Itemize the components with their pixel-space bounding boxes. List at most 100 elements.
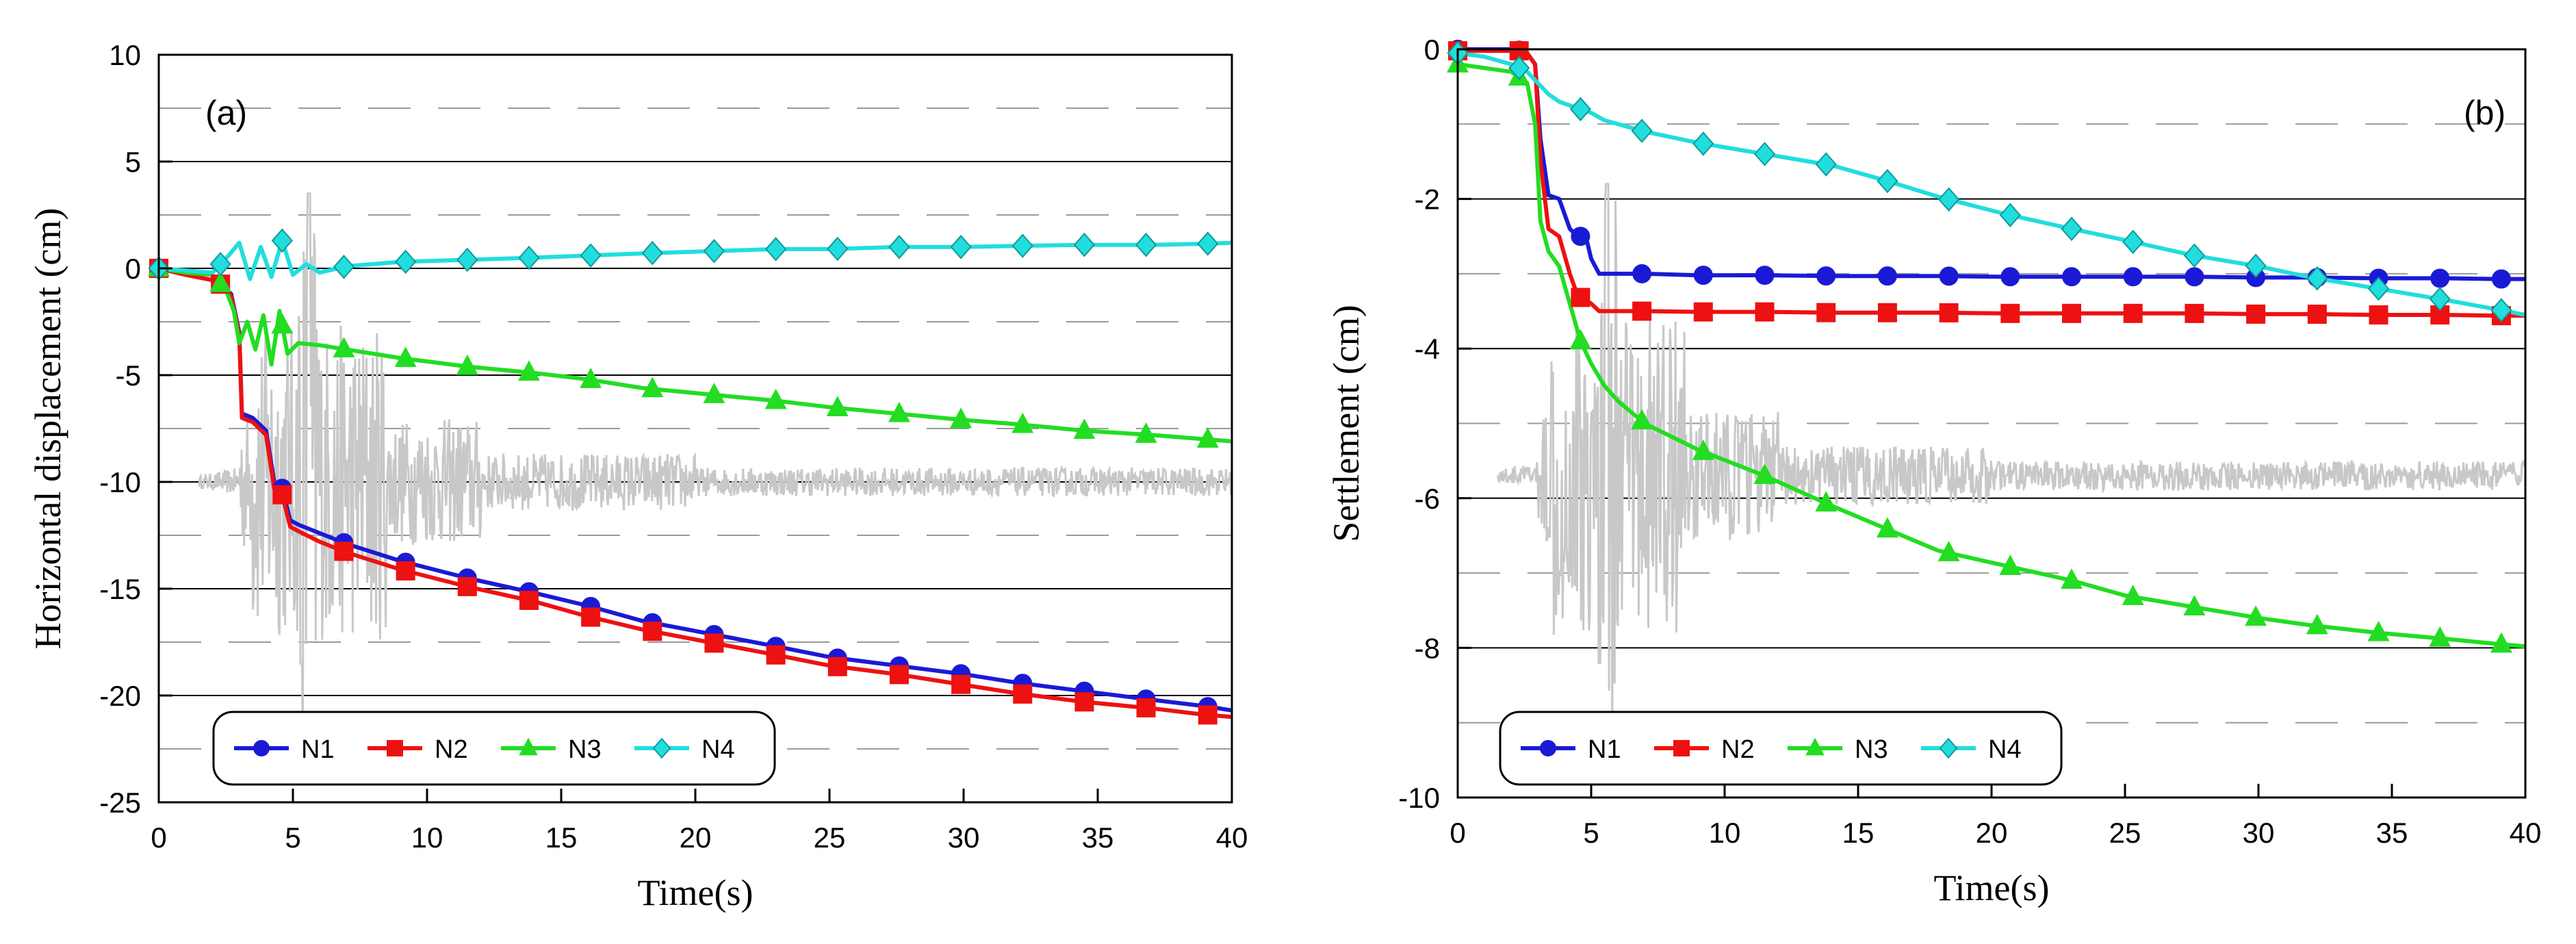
data-point-n2 <box>2246 304 2266 324</box>
y-tick-label: 0 <box>125 253 141 285</box>
data-point-n2 <box>889 665 909 685</box>
data-point-n4 <box>333 255 355 279</box>
data-point-n2 <box>1074 692 1094 712</box>
data-point-n3 <box>1073 418 1096 439</box>
data-point-n3 <box>580 368 602 388</box>
data-point-n3 <box>333 337 355 357</box>
x-tick-label: 25 <box>2109 817 2141 849</box>
panel-label: (a) <box>205 94 247 132</box>
data-point-n2 <box>766 645 786 665</box>
data-point-n4 <box>1877 168 1898 194</box>
data-point-n3 <box>271 313 294 334</box>
data-point-n4 <box>1631 118 1653 143</box>
y-axis-title: Horizontal displacement (cm) <box>27 208 68 650</box>
legend-marker-n4 <box>652 737 671 759</box>
data-point-n4 <box>1073 232 1096 257</box>
x-tick-label: 15 <box>1842 817 1875 849</box>
data-point-n3 <box>2490 632 2512 653</box>
data-point-n4 <box>1815 152 1837 177</box>
data-point-n3 <box>2367 620 2390 641</box>
legend-marker-n1 <box>253 740 270 756</box>
data-point-n2 <box>1632 301 1652 321</box>
legend-label-n1: N1 <box>301 735 335 764</box>
data-point-n3 <box>1876 517 1898 538</box>
data-point-n1 <box>1877 266 1897 286</box>
legend-marker-n4 <box>1939 737 1958 759</box>
data-point-n3 <box>2122 585 2144 605</box>
background-signal <box>198 192 1233 756</box>
series-line-n4 <box>1457 51 2526 317</box>
y-tick-label: 0 <box>1424 34 1440 66</box>
x-axis-title: Time(s) <box>637 872 753 913</box>
data-point-n1 <box>2491 269 2511 289</box>
data-point-n3 <box>517 360 540 381</box>
data-point-n2 <box>827 656 847 676</box>
data-point-n2 <box>272 485 292 505</box>
x-tick-label: 10 <box>1709 817 1741 849</box>
data-point-n3 <box>2306 613 2328 635</box>
x-tick-label: 20 <box>680 821 712 854</box>
y-tick-label: -5 <box>116 359 141 392</box>
data-point-n2 <box>1013 684 1033 704</box>
data-point-n3 <box>1815 491 1838 512</box>
data-point-n4 <box>764 237 787 261</box>
data-point-n4 <box>1999 203 2021 227</box>
data-point-n3 <box>209 271 232 292</box>
x-tick-label: 40 <box>2510 817 2542 849</box>
legend-label-n3: N3 <box>568 735 602 764</box>
y-tick-label: -25 <box>99 787 141 819</box>
x-tick-label: 30 <box>948 821 980 854</box>
data-point-n4 <box>2306 266 2328 291</box>
x-tick-label: 15 <box>545 821 578 854</box>
data-point-n4 <box>2490 298 2512 322</box>
background-signal <box>1497 183 2527 763</box>
data-point-n3 <box>764 388 787 409</box>
x-tick-label: 30 <box>2243 817 2275 849</box>
data-point-n1 <box>2123 267 2143 287</box>
data-point-n2 <box>457 576 477 596</box>
data-point-n2 <box>951 674 971 694</box>
data-point-n4 <box>950 235 972 259</box>
y-tick-label: -10 <box>99 466 141 498</box>
legend-marker-n2 <box>1673 740 1690 756</box>
data-point-n2 <box>2062 303 2081 323</box>
series-line-n4 <box>158 238 1233 281</box>
x-tick-label: 0 <box>151 821 166 854</box>
x-tick-label: 0 <box>1450 817 1465 849</box>
x-tick-label: 20 <box>1976 817 2008 849</box>
data-point-n4 <box>1692 131 1714 156</box>
data-point-n4 <box>1569 97 1592 122</box>
legend: N1 N2 N3 N4 <box>212 711 776 786</box>
data-point-n4 <box>2122 229 2144 255</box>
y-tick-label: -15 <box>99 573 141 605</box>
data-point-n2 <box>2000 303 2020 323</box>
data-point-n2 <box>1939 303 1959 322</box>
data-point-n2 <box>1198 705 1218 725</box>
data-point-n1 <box>1816 266 1836 286</box>
data-point-n3 <box>1937 541 1960 561</box>
data-point-n4 <box>888 235 910 259</box>
data-point-n4 <box>2367 276 2390 301</box>
y-axis-title: Settlement (cm) <box>1326 305 1367 541</box>
legend-label-n4: N4 <box>1988 735 2022 764</box>
data-point-n2 <box>1877 303 1897 322</box>
data-point-n1 <box>2185 267 2204 287</box>
legend-label-n3: N3 <box>1855 735 1888 764</box>
data-point-n3 <box>1135 422 1157 443</box>
legend-box <box>212 711 776 786</box>
y-tick-label: -4 <box>1415 333 1440 365</box>
data-point-n4 <box>703 239 725 264</box>
data-point-n4 <box>580 243 602 268</box>
legend-box <box>1499 711 2063 786</box>
legend-marker-n1 <box>1540 740 1556 756</box>
data-point-n3 <box>826 396 849 416</box>
data-point-n3 <box>1692 439 1714 460</box>
data-point-n3 <box>1569 329 1592 350</box>
data-point-n3 <box>1999 554 2022 575</box>
data-point-n4 <box>271 228 293 253</box>
data-point-n1 <box>1755 266 1775 285</box>
data-point-n1 <box>2062 267 2081 287</box>
series-line-n3 <box>158 266 1233 444</box>
data-point-n3 <box>1753 463 1776 485</box>
data-point-n3 <box>1012 412 1034 433</box>
